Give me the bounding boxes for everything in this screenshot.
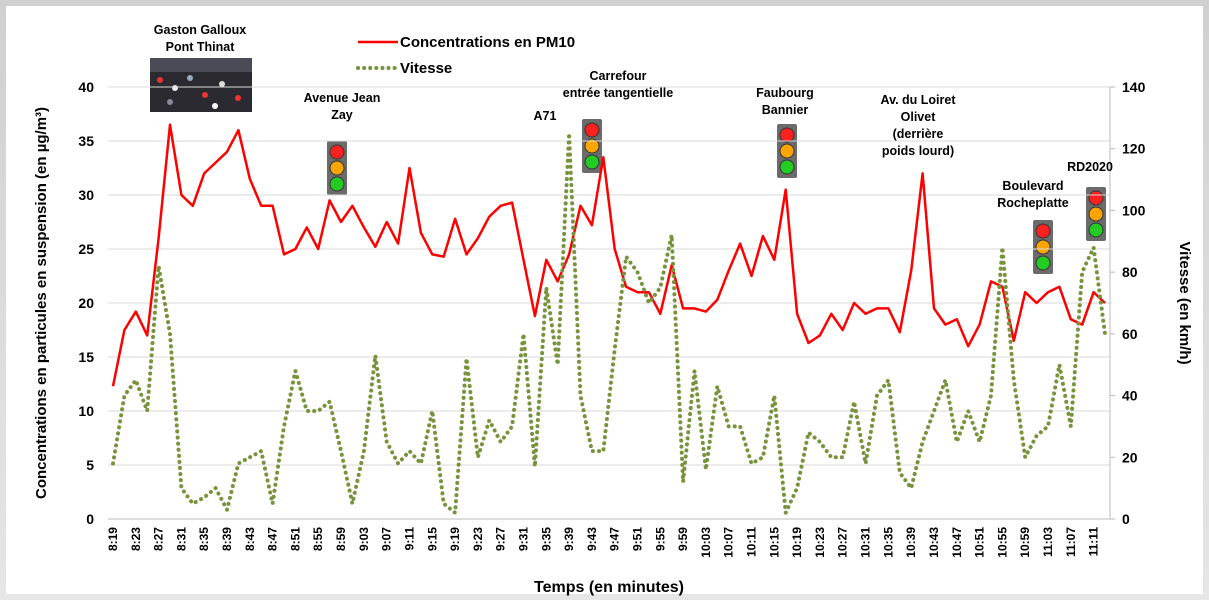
annotation: A71 [534,109,557,123]
light-lamp [585,123,599,137]
x-tick-label: 9:55 [653,527,667,551]
x-tick-label: 10:15 [767,527,781,558]
y-tick-label: 30 [78,187,94,203]
y2-tick-label: 0 [1122,511,1130,527]
chart: 0 5 10 15 20 25 30 35 40 0 20 40 60 80 100 120 140 8:19 8:… [0,0,1209,600]
annotation: Zay [331,108,353,122]
x-tick-label: 9:31 [516,527,530,551]
x-tick-label: 10:23 [813,527,827,558]
annotation: Rocheplatte [997,196,1069,210]
x-tick-label: 9:43 [585,527,599,551]
photo [150,58,252,112]
x-tick-label: 10:43 [927,527,941,558]
y2-tick-label: 40 [1122,388,1138,404]
annotation: poids lourd) [882,144,954,158]
x-tick-label: 10:31 [859,527,873,558]
x-tick-label: 9:19 [448,527,462,551]
x-tick-label: 8:23 [129,527,143,551]
x-tick-label: 8:59 [334,527,348,551]
annotation: Av. du Loiret [881,93,957,107]
x-tick-label: 8:55 [311,527,325,551]
x-tick-label: 9:03 [357,527,371,551]
annotation: Avenue Jean [304,91,381,105]
x-tick-label: 10:03 [699,527,713,558]
y2-tick-label: 80 [1122,264,1138,280]
x-tick-label: 10:35 [881,527,895,558]
x-tick-label: 10:47 [950,527,964,558]
x-tick-label: 10:55 [995,527,1009,558]
annotation: Gaston Galloux [154,23,246,37]
x-tick-label: 8:35 [197,527,211,551]
x-axis-title: Temps (en minutes) [534,579,684,596]
x-tick-label: 9:39 [562,527,576,551]
x-tick-label: 9:11 [402,527,416,551]
y2-tick-label: 120 [1122,141,1146,157]
y-tick-label: 0 [86,511,94,527]
x-tick-label: 9:59 [676,527,690,551]
x-tick-label: 9:27 [494,527,508,551]
x-tick-label: 10:07 [722,527,736,558]
x-tick-label: 8:19 [106,527,120,551]
light-lamp [780,144,794,158]
x-tick-label: 10:27 [836,527,850,558]
y2-tick-label: 100 [1122,202,1146,218]
x-tick-label: 9:47 [608,527,622,551]
annotation: entrée tangentielle [563,86,673,100]
y-tick-label: 10 [78,403,94,419]
light-lamp [1036,256,1050,270]
light-lamp [1089,207,1103,221]
light-lamp [1089,191,1103,205]
light-lamp [780,160,794,174]
light-lamp [1036,224,1050,238]
x-tick-label: 8:31 [174,527,188,551]
annotation: Boulevard [1002,179,1063,193]
annotation: Bannier [762,103,809,117]
legend-label: Concentrations en PM10 [400,34,575,51]
annotation: Faubourg [756,86,814,100]
x-tick-label: 8:47 [266,527,280,551]
y2-tick-label: 20 [1122,449,1138,465]
x-tick-label: 9:07 [380,527,394,551]
x-tick-label: 9:51 [631,527,645,551]
x-tick-label: 11:07 [1064,527,1078,557]
light-lamp [330,145,344,159]
y-tick-label: 20 [78,295,94,311]
legend-label: Vitesse [400,60,452,77]
x-tick-label: 9:35 [539,527,553,551]
y2-tick-label: 60 [1122,326,1138,342]
x-tick-label: 10:59 [1018,527,1032,558]
light-lamp [1089,223,1103,237]
x-tick-label: 8:43 [243,527,257,551]
x-tick-label: 9:15 [425,527,439,551]
light-lamp [330,161,344,175]
x-tick-label: 10:39 [904,527,918,558]
annotation: Pont Thinat [166,40,236,54]
x-tick-label: 11:11 [1087,527,1101,557]
light-lamp [1036,240,1050,254]
annotation: Carrefour [590,69,647,83]
x-tick-label: 10:11 [745,527,759,557]
y-tick-label: 5 [86,457,94,473]
x-tick-label: 9:23 [471,527,485,551]
light-lamp [585,155,599,169]
x-tick-label: 8:39 [220,527,234,551]
annotation: Olivet [901,110,937,124]
y2-tick-label: 140 [1122,79,1146,95]
x-tick-label: 8:51 [288,527,302,551]
y-tick-label: 25 [78,241,94,257]
x-tick-label: 10:51 [973,527,987,558]
y-tick-label: 40 [78,79,94,95]
light-lamp [780,128,794,142]
y-tick-label: 35 [78,133,94,149]
annotation: RD2020 [1067,160,1113,174]
y-axis-title: Concentrations en particules en suspensi… [33,107,50,499]
x-tick-label: 10:19 [790,527,804,558]
x-tick-label: 8:27 [152,527,166,551]
x-tick-label: 11:03 [1041,527,1055,557]
annotation: (derrière [893,127,944,141]
light-lamp [330,177,344,191]
y-tick-label: 15 [78,349,94,365]
y2-axis-title: Vitesse (en km/h) [1176,241,1193,364]
